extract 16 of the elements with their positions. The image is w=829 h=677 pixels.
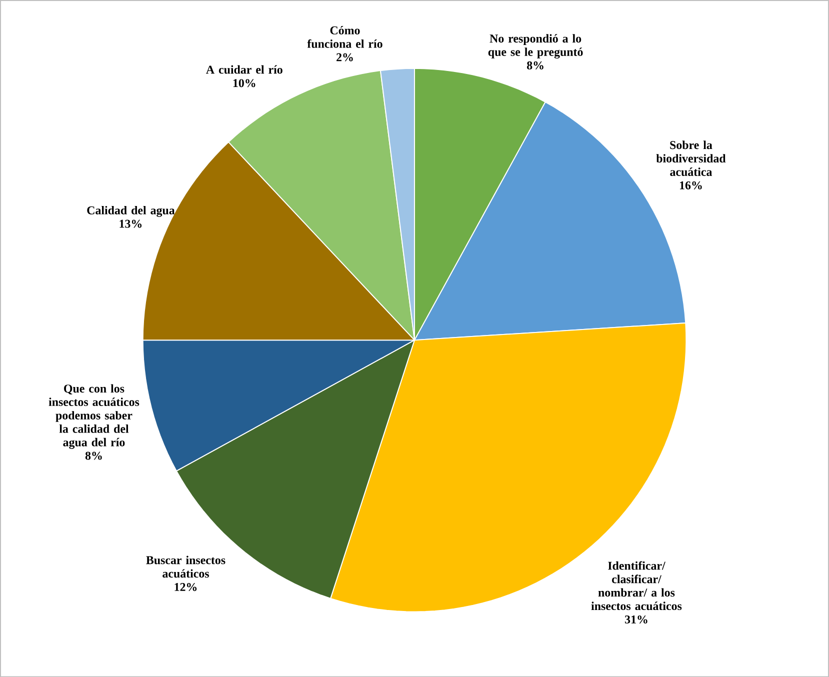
slice-label: Calidad del agua	[87, 206, 175, 217]
slice-label: Que con los insectos acuáticos podemos saber la calidad del agua del río	[48, 384, 140, 449]
data-label: 16%	[680, 181, 702, 190]
data-label: 31%	[624, 615, 648, 624]
slice-label: Buscar insectos acuáticos	[146, 556, 226, 578]
data-label: 8%	[526, 61, 544, 70]
data-label: 13%	[120, 220, 142, 228]
slice-label: Cómo funciona el río	[307, 26, 382, 48]
data-label: 8%	[85, 452, 102, 460]
data-label: 12%	[174, 582, 197, 591]
slice-label: Identificar/ clasificar/ nombrar/ a los insectos acuáticos	[591, 561, 682, 610]
slice-label: No respondió a lo que se le preguntó	[488, 34, 583, 58]
slice-label: A cuidar el río	[206, 65, 282, 74]
data-label: 2%	[336, 53, 353, 62]
slice-label: Sobre la biodiversidad acuática	[656, 140, 726, 176]
data-label: 10%	[233, 78, 256, 88]
